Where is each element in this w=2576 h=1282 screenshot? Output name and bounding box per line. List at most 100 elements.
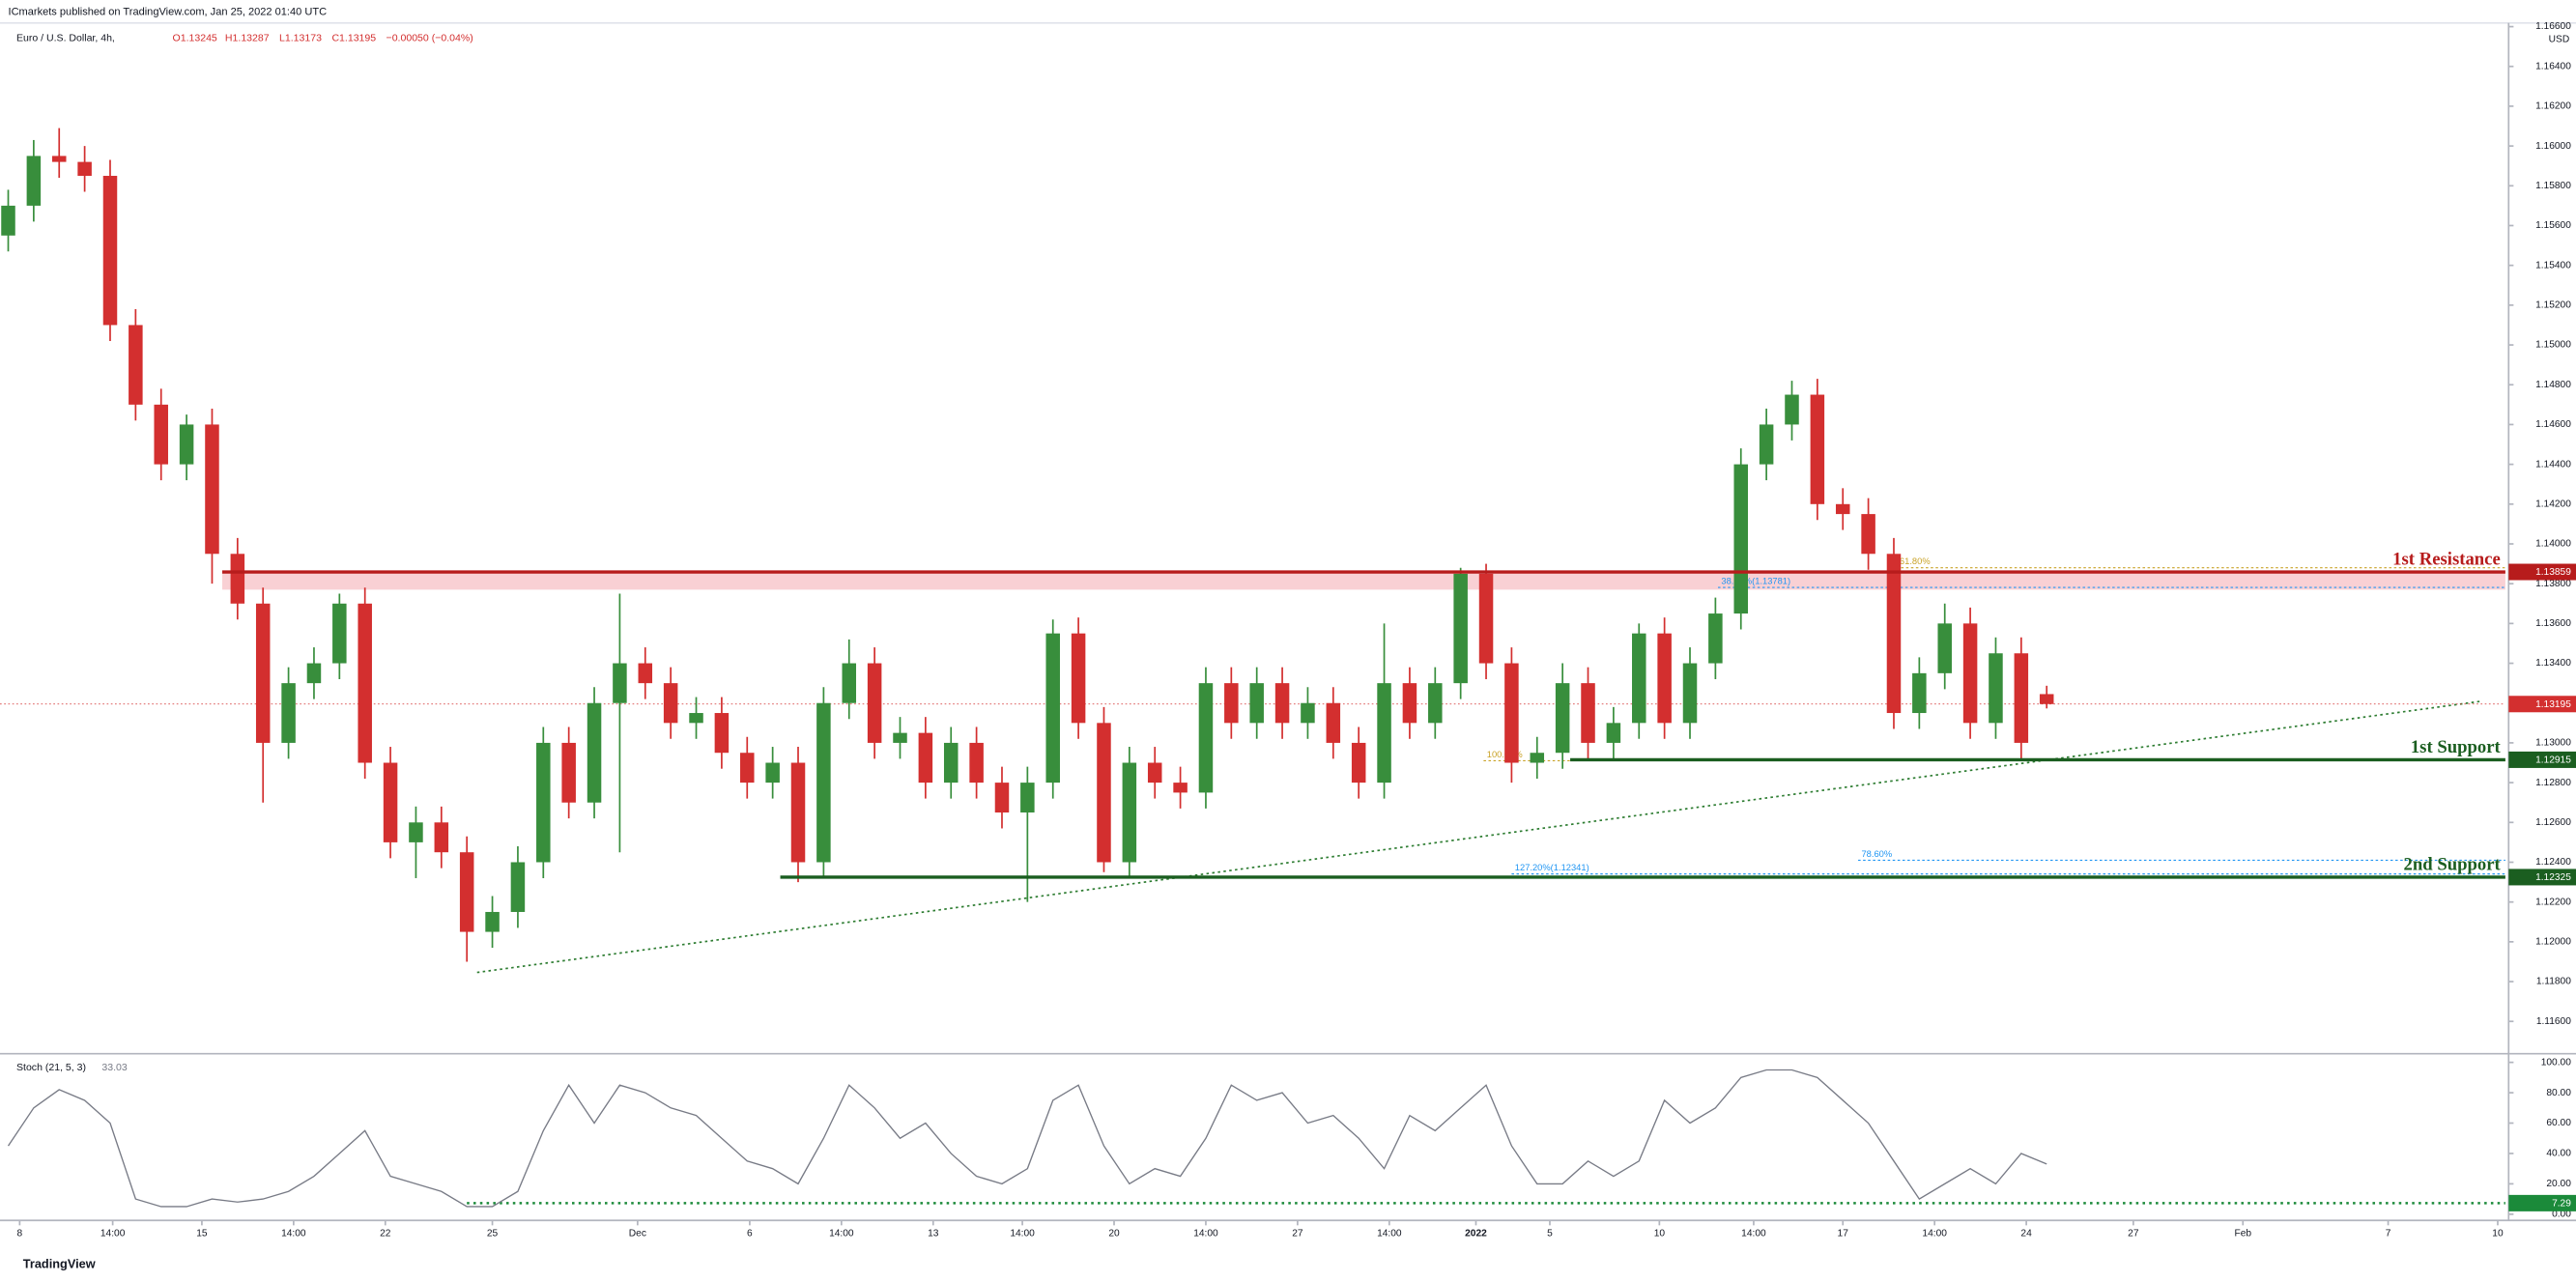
candle-body <box>1147 762 1162 783</box>
stoch-level-label: 7.29 <box>2552 1199 2571 1210</box>
candle-body <box>1632 633 1646 724</box>
y-tick-label: 1.12400 <box>2535 857 2571 868</box>
candle-body <box>434 822 449 853</box>
candle-body <box>1861 514 1875 555</box>
x-tick-label: Feb <box>2234 1229 2251 1239</box>
stoch-title: Stoch (21, 5, 3) <box>16 1062 86 1073</box>
candle-body <box>1351 742 1366 783</box>
candle-body <box>561 742 576 803</box>
candle-body <box>1377 683 1391 783</box>
x-tick-label: 7 <box>2386 1229 2391 1239</box>
y-tick-label: 1.15400 <box>2535 260 2571 271</box>
candle-body <box>943 742 959 783</box>
candle-body <box>918 732 933 783</box>
candle-body <box>1708 613 1723 664</box>
candle-body <box>893 732 907 743</box>
current-price-label-bg <box>2508 696 2576 713</box>
y-tick-label: 1.16000 <box>2535 141 2571 152</box>
candle-body <box>205 424 219 555</box>
x-tick-label: 14:00 <box>1010 1229 1035 1239</box>
candle-body <box>994 783 1010 813</box>
stoch-value: 33.03 <box>101 1062 127 1073</box>
x-tick-label: 5 <box>1547 1229 1553 1239</box>
candle-body <box>1 205 15 236</box>
candle-body <box>1785 394 1799 425</box>
x-tick-label: 2022 <box>1465 1229 1487 1239</box>
candle-body <box>969 742 984 783</box>
candle-body <box>663 683 678 724</box>
y-tick-label: 60.00 <box>2546 1118 2571 1128</box>
x-tick-label: 22 <box>380 1229 391 1239</box>
x-tick-label: 27 <box>1292 1229 1303 1239</box>
candle-body <box>230 554 245 604</box>
x-tick-label: 14:00 <box>281 1229 306 1239</box>
candle-body <box>1326 702 1341 743</box>
candle-body <box>613 663 627 703</box>
candle-body <box>306 663 322 684</box>
candle-body <box>638 663 653 684</box>
candle-body <box>1682 663 1698 724</box>
candle-body <box>1224 683 1239 724</box>
level-name: 1st Resistance <box>2392 549 2501 569</box>
x-tick-label: 14:00 <box>1741 1229 1766 1239</box>
x-tick-label: 25 <box>487 1229 499 1239</box>
candle-body <box>1453 573 1468 684</box>
x-tick-label: 14:00 <box>829 1229 854 1239</box>
trendline <box>476 699 2483 974</box>
y-tick-label: 1.12600 <box>2535 817 2571 828</box>
candle-body <box>1097 723 1111 863</box>
y-tick-label: 1.12800 <box>2535 778 2571 788</box>
candle-body <box>179 424 194 465</box>
candle-body <box>689 713 703 724</box>
candle-body <box>714 713 730 754</box>
level-price-label-bg <box>2508 563 2576 581</box>
candle-body <box>1937 623 1952 673</box>
candle-body <box>1759 424 1774 465</box>
x-tick-label: 13 <box>928 1229 939 1239</box>
x-tick-label: 14:00 <box>1922 1229 1947 1239</box>
candle-body <box>154 404 168 465</box>
y-tick-label: 1.13600 <box>2535 618 2571 629</box>
candle-body <box>842 663 857 703</box>
level-price-label: 1.12915 <box>2535 755 2571 766</box>
candle-body <box>1989 653 2003 724</box>
y-tick-label: 1.15800 <box>2535 181 2571 191</box>
y-tick-label: 1.11800 <box>2536 977 2571 987</box>
candle-body <box>1912 672 1927 714</box>
y-tick-label: 1.14600 <box>2535 419 2571 430</box>
candle-body <box>383 762 398 842</box>
x-tick-label: 14:00 <box>1377 1229 1402 1239</box>
x-tick-label: 20 <box>1108 1229 1120 1239</box>
candle-body <box>1835 503 1850 515</box>
level-price-label-bg <box>2508 869 2576 886</box>
y-tick-label: 1.14000 <box>2535 539 2571 550</box>
y-tick-label: 20.00 <box>2546 1179 2571 1189</box>
candle-body <box>1478 573 1494 664</box>
x-tick-label: 6 <box>747 1229 753 1239</box>
symbol-title: Euro / U.S. Dollar, 4h, <box>16 33 115 44</box>
candle-body <box>2014 653 2029 743</box>
y-tick-label: 1.13000 <box>2535 738 2571 749</box>
x-tick-label: 10 <box>1654 1229 1666 1239</box>
candle-body <box>1733 464 1749 614</box>
candle-body <box>1530 753 1545 763</box>
fib-label: 161.80% <box>1895 556 1931 566</box>
y-tick-label: 1.14200 <box>2535 499 2571 509</box>
x-tick-label: 24 <box>2020 1229 2032 1239</box>
candle-body <box>1045 633 1060 783</box>
x-tick-label: 10 <box>2492 1229 2504 1239</box>
x-tick-label: 14:00 <box>1193 1229 1218 1239</box>
fib-label: 127.20%(1.12341) <box>1515 863 1589 872</box>
ohlc-high: H1.13287 <box>225 33 270 44</box>
candle-body <box>1173 783 1188 793</box>
candle-body <box>459 852 474 932</box>
candle-body <box>485 911 500 932</box>
y-tick-label: 1.15200 <box>2535 300 2571 311</box>
ohlc-low: L1.13173 <box>279 33 322 44</box>
y-tick-label: 1.12000 <box>2535 937 2571 948</box>
candle-body <box>1428 683 1443 724</box>
candle-body <box>1122 762 1137 863</box>
stoch-line <box>7 1068 2047 1208</box>
candle-body <box>1657 633 1672 724</box>
